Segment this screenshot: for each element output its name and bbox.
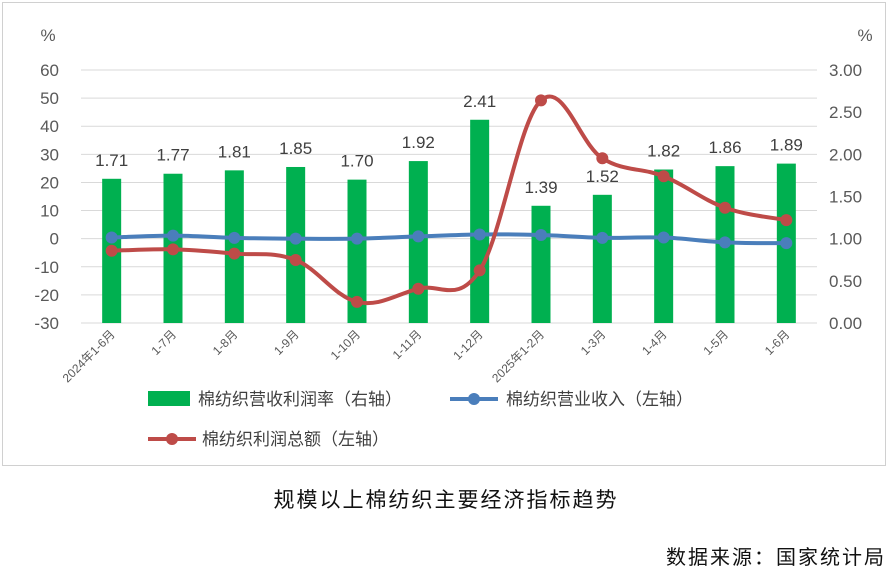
bar-data-label: 1.92 xyxy=(402,133,435,152)
bar-5 xyxy=(347,179,367,323)
left-axis-tick: -10 xyxy=(34,258,59,277)
profit-point-4 xyxy=(289,254,302,267)
legend-marker-revenue xyxy=(468,393,480,405)
legend-marker-profit xyxy=(166,433,178,445)
right-axis-tick: 0.00 xyxy=(829,314,862,333)
profit-point-5 xyxy=(351,295,363,308)
bar-data-label: 1.82 xyxy=(647,142,680,161)
legend-swatch-bar xyxy=(148,391,190,406)
revenue-point-2 xyxy=(167,229,179,242)
bar-4 xyxy=(286,166,306,323)
bar-data-label: 1.71 xyxy=(95,151,128,170)
profit-point-6 xyxy=(412,282,425,295)
category-label: 1-12月 xyxy=(450,327,485,362)
profit-point-11 xyxy=(719,201,731,214)
bar-data-label: 1.77 xyxy=(156,146,189,165)
bar-3 xyxy=(224,170,244,323)
right-axis-tick: 0.50 xyxy=(829,272,862,291)
category-label: 1-9月 xyxy=(271,327,302,358)
legend-label-profit: 棉纺织利润总额（左轴） xyxy=(202,430,389,449)
left-axis-tick: -30 xyxy=(34,314,59,333)
left-axis-tick: 50 xyxy=(40,89,59,108)
bar-data-label: 1.85 xyxy=(279,139,312,158)
category-label: 2024年1-6月 xyxy=(60,327,118,385)
profit-point-10 xyxy=(657,170,670,183)
category-label: 1-11月 xyxy=(390,327,425,362)
profit-point-2 xyxy=(167,243,179,256)
bar-8 xyxy=(531,205,551,323)
bar-9 xyxy=(592,194,612,323)
bar-data-label: 1.70 xyxy=(340,152,373,171)
category-label: 1-7月 xyxy=(148,327,179,358)
bar-data-label: 1.89 xyxy=(770,136,803,155)
bar-data-label: 1.86 xyxy=(708,138,741,157)
left-axis-unit: % xyxy=(40,26,55,45)
profit-point-9 xyxy=(596,152,609,165)
revenue-point-12 xyxy=(780,237,793,250)
left-axis-tick: 60 xyxy=(40,61,59,80)
left-axis-tick: 10 xyxy=(40,202,59,221)
bar-10 xyxy=(654,169,674,323)
right-axis-tick: 2.00 xyxy=(829,145,862,164)
revenue-point-1 xyxy=(105,231,118,244)
category-label: 1-3月 xyxy=(578,327,609,358)
category-label: 1-5月 xyxy=(700,327,731,358)
left-axis-tick: 30 xyxy=(40,145,59,164)
bar-data-label: 1.39 xyxy=(524,178,557,197)
revenue-point-11 xyxy=(719,236,731,249)
chart-caption: 规模以上棉纺织主要经济指标趋势 xyxy=(273,488,619,512)
revenue-point-6 xyxy=(412,230,425,243)
revenue-point-9 xyxy=(596,231,609,244)
profit-point-7 xyxy=(473,264,486,277)
profit-point-1 xyxy=(105,244,118,257)
left-axis-tick: 20 xyxy=(40,173,59,192)
revenue-point-10 xyxy=(657,231,670,244)
revenue-point-4 xyxy=(289,232,302,245)
left-axis-tick: 0 xyxy=(50,230,59,249)
bar-7 xyxy=(470,119,490,323)
profit-point-12 xyxy=(780,214,793,227)
legend-label-bar: 棉纺织营收利润率（右轴） xyxy=(198,390,402,409)
revenue-point-5 xyxy=(351,232,363,245)
profit-point-3 xyxy=(228,247,241,260)
revenue-point-7 xyxy=(473,228,486,241)
bar-data-label: 2.41 xyxy=(463,92,496,111)
category-label: 1-6月 xyxy=(762,327,793,358)
right-axis-tick: 1.50 xyxy=(829,188,862,207)
profit-line xyxy=(111,94,787,306)
right-axis-unit: % xyxy=(857,26,872,45)
data-source: 数据来源：国家统计局 xyxy=(666,545,886,569)
right-axis-tick: 3.00 xyxy=(829,61,862,80)
category-label: 1-8月 xyxy=(210,327,241,358)
chart-frame: 60 50 40 30 20 10 0 -10 -20 -30% 3.00 2.50 2.00 1.50 1… xyxy=(2,2,886,466)
bar-data-label: 1.81 xyxy=(218,142,251,161)
category-label: 1-4月 xyxy=(639,327,670,358)
left-axis-tick: -20 xyxy=(34,286,59,305)
left-axis-tick: 40 xyxy=(40,117,59,136)
right-axis-tick: 2.50 xyxy=(829,103,862,122)
category-label: 1-10月 xyxy=(328,327,363,362)
revenue-point-8 xyxy=(535,229,547,242)
revenue-point-3 xyxy=(228,231,241,244)
bar-data-label: 1.52 xyxy=(586,167,619,186)
right-axis-tick: 1.00 xyxy=(829,230,862,249)
profit-point-8 xyxy=(535,94,547,107)
category-label: 2025年1-2月 xyxy=(489,327,547,385)
chart-svg: 60 50 40 30 20 10 0 -10 -20 -30% 3.00 2.50 2.00 1.50 1… xyxy=(34,26,872,449)
legend-label-revenue: 棉纺织营业收入（左轴） xyxy=(506,390,693,409)
